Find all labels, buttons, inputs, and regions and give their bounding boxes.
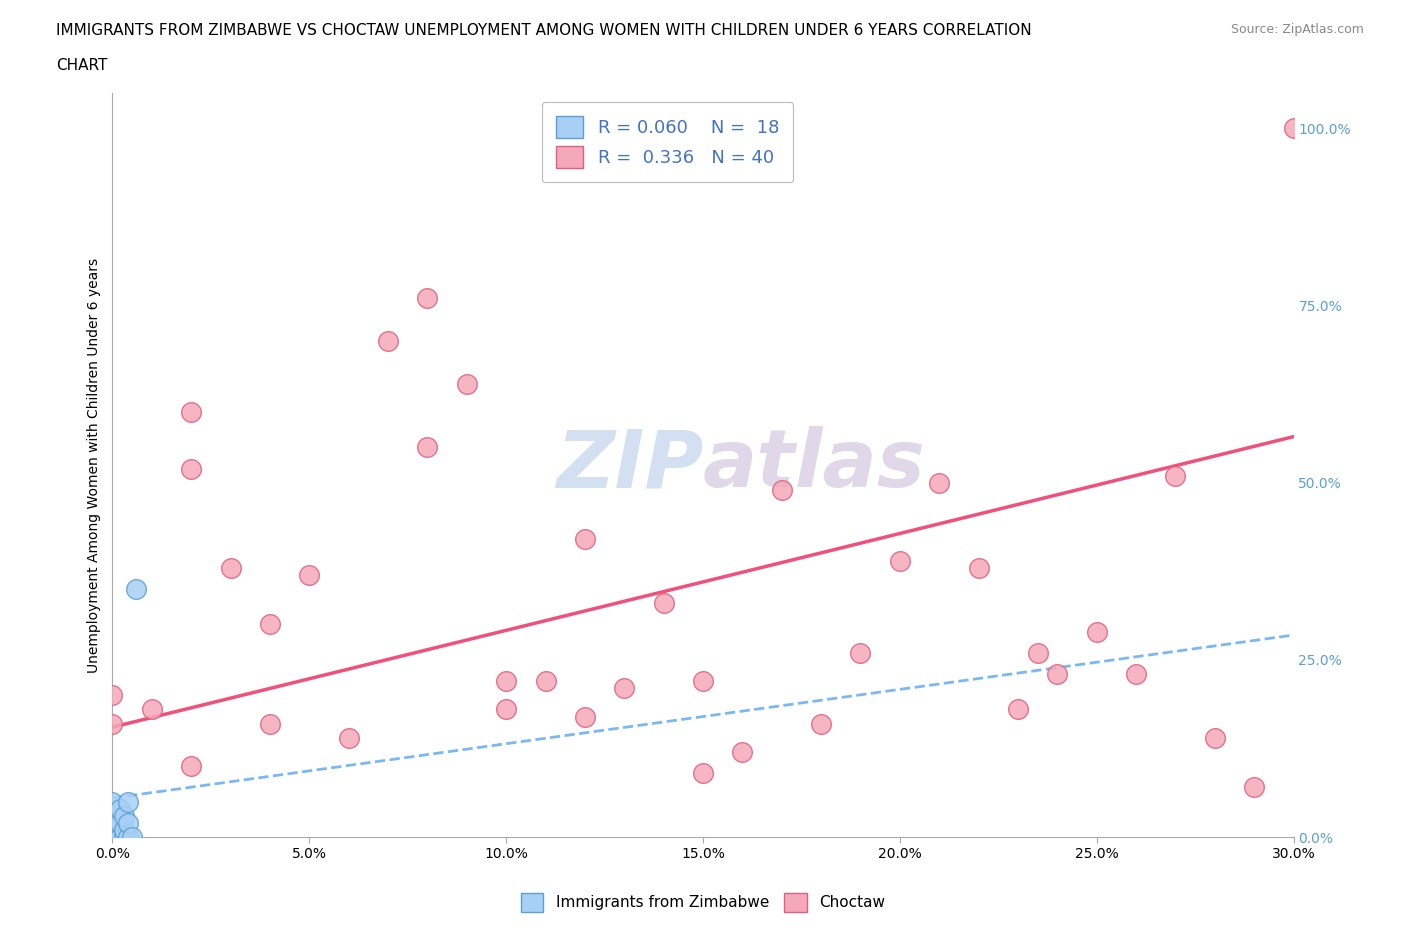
Point [495,673,517,688]
Point [112,808,135,823]
Point [613,681,636,696]
Point [928,475,950,490]
Point [117,830,139,844]
Point [101,822,124,837]
Point [180,405,202,419]
Point [1125,667,1147,682]
Point [101,830,124,844]
Legend: Immigrants from Zimbabwe, Choctaw: Immigrants from Zimbabwe, Choctaw [515,887,891,918]
Point [110,802,132,817]
Point [456,376,478,391]
Point [574,532,596,547]
Text: ZIP: ZIP [555,426,703,504]
Point [110,816,132,830]
Point [141,702,163,717]
Point [1085,624,1108,639]
Point [1046,667,1069,682]
Point [1026,645,1049,660]
Point [1243,780,1265,795]
Point [574,709,596,724]
Text: IMMIGRANTS FROM ZIMBABWE VS CHOCTAW UNEMPLOYMENT AMONG WOMEN WITH CHILDREN UNDER: IMMIGRANTS FROM ZIMBABWE VS CHOCTAW UNEM… [56,23,1032,38]
Point [112,830,135,844]
Point [101,794,124,809]
Point [180,461,202,476]
Point [377,334,399,349]
Point [112,822,135,837]
Point [770,483,793,498]
Point [117,794,139,809]
Point [416,291,439,306]
Point [849,645,872,660]
Point [652,596,675,611]
Point [125,581,148,596]
Point [889,553,911,568]
Point [337,730,360,745]
Point [180,759,202,774]
Legend: R = 0.060    N =  18, R =  0.336   N = 40: R = 0.060 N = 18, R = 0.336 N = 40 [541,102,793,182]
Point [101,716,124,731]
Point [534,673,557,688]
Point [967,560,990,575]
Point [495,702,517,717]
Point [692,765,714,780]
Point [416,440,439,455]
Point [1204,730,1226,745]
Point [1007,702,1029,717]
Point [810,716,832,731]
Point [117,816,139,830]
Point [101,816,124,830]
Y-axis label: Unemployment Among Women with Children Under 6 years: Unemployment Among Women with Children U… [87,258,101,672]
Point [121,830,143,844]
Point [692,673,714,688]
Point [105,816,128,830]
Point [259,617,281,631]
Point [298,567,321,582]
Point [101,808,124,823]
Point [259,716,281,731]
Point [1282,121,1305,136]
Text: Source: ZipAtlas.com: Source: ZipAtlas.com [1230,23,1364,36]
Text: CHART: CHART [56,58,108,73]
Point [731,745,754,760]
Point [101,688,124,703]
Point [219,560,242,575]
Text: atlas: atlas [703,426,925,504]
Point [1164,468,1187,483]
Point [110,830,132,844]
Point [105,830,128,844]
